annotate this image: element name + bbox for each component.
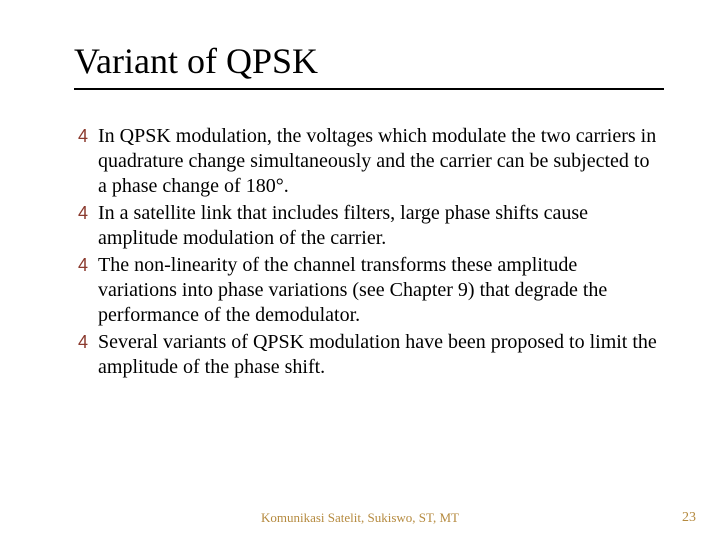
list-item: 4 Several variants of QPSK modulation ha… <box>78 330 660 380</box>
bullet-list: 4 In QPSK modulation, the voltages which… <box>70 124 660 380</box>
list-item: 4 In QPSK modulation, the voltages which… <box>78 124 660 199</box>
bullet-text: The non-linearity of the channel transfo… <box>98 253 660 328</box>
slide-title: Variant of QPSK <box>70 40 660 82</box>
checkbox-icon: 4 <box>78 330 88 355</box>
bullet-text: In a satellite link that includes filter… <box>98 201 660 251</box>
page-number: 23 <box>682 510 696 526</box>
footer-center-text: Komunikasi Satelit, Sukiswo, ST, MT <box>0 510 720 526</box>
slide-container: Variant of QPSK 4 In QPSK modulation, th… <box>0 0 720 540</box>
title-underline <box>74 88 664 90</box>
checkbox-icon: 4 <box>78 201 88 226</box>
checkbox-icon: 4 <box>78 124 88 149</box>
checkbox-icon: 4 <box>78 253 88 278</box>
list-item: 4 The non-linearity of the channel trans… <box>78 253 660 328</box>
bullet-text: In QPSK modulation, the voltages which m… <box>98 124 660 199</box>
list-item: 4 In a satellite link that includes filt… <box>78 201 660 251</box>
bullet-text: Several variants of QPSK modulation have… <box>98 330 660 380</box>
